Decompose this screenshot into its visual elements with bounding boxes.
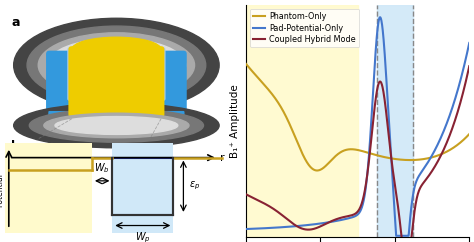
Phantom-Only bbox=[266, 89, 272, 91]
Phantom-Only bbox=[314, 169, 320, 172]
Pad-Potential-Only bbox=[393, 234, 399, 237]
Phantom-Only bbox=[466, 133, 472, 136]
Phantom-Only bbox=[421, 158, 427, 160]
Pad-Potential-Only bbox=[341, 218, 347, 221]
Coupled Hybrid Mode bbox=[341, 215, 347, 218]
Legend: Phantom-Only, Pad-Potential-Only, Coupled Hybrid Mode: Phantom-Only, Pad-Potential-Only, Couple… bbox=[250, 9, 359, 47]
Phantom-Only bbox=[243, 62, 249, 65]
Ellipse shape bbox=[29, 109, 203, 142]
Pad-Potential-Only bbox=[418, 172, 423, 175]
Ellipse shape bbox=[14, 103, 219, 148]
Ellipse shape bbox=[27, 26, 206, 104]
Phantom-Only bbox=[418, 158, 423, 161]
FancyBboxPatch shape bbox=[68, 46, 164, 118]
Ellipse shape bbox=[14, 18, 219, 112]
Text: a: a bbox=[11, 16, 20, 29]
Bar bbox=[377, 5, 413, 237]
Bar bbox=[246, 5, 357, 237]
Text: b: b bbox=[11, 140, 20, 153]
Coupled Hybrid Mode bbox=[243, 193, 249, 196]
Pad-Potential-Only bbox=[243, 227, 249, 230]
Pad-Potential-Only bbox=[422, 166, 428, 169]
Pad-Potential-Only bbox=[377, 16, 383, 19]
Text: c: c bbox=[212, 0, 220, 3]
Coupled Hybrid Mode bbox=[333, 218, 339, 221]
FancyBboxPatch shape bbox=[48, 111, 184, 129]
Coupled Hybrid Mode bbox=[266, 204, 272, 207]
Line: Coupled Hybrid Mode: Coupled Hybrid Mode bbox=[246, 66, 469, 242]
Phantom-Only bbox=[397, 158, 402, 161]
Coupled Hybrid Mode bbox=[421, 180, 427, 183]
Ellipse shape bbox=[72, 37, 161, 62]
Line: Phantom-Only: Phantom-Only bbox=[246, 64, 469, 171]
Phantom-Only bbox=[334, 154, 339, 157]
Ellipse shape bbox=[55, 117, 178, 134]
Pad-Potential-Only bbox=[397, 234, 402, 237]
Coupled Hybrid Mode bbox=[418, 186, 423, 189]
Y-axis label: B₁⁺ Amplitude: B₁⁺ Amplitude bbox=[230, 84, 240, 158]
FancyBboxPatch shape bbox=[67, 47, 165, 101]
Ellipse shape bbox=[47, 38, 186, 92]
Coupled Hybrid Mode bbox=[396, 215, 402, 218]
Ellipse shape bbox=[38, 33, 194, 98]
Pad-Potential-Only bbox=[266, 227, 272, 229]
FancyBboxPatch shape bbox=[46, 51, 187, 120]
Pad-Potential-Only bbox=[333, 219, 339, 222]
Line: Pad-Potential-Only: Pad-Potential-Only bbox=[246, 17, 469, 236]
Ellipse shape bbox=[44, 113, 189, 138]
Pad-Potential-Only bbox=[466, 42, 472, 45]
Coupled Hybrid Mode bbox=[466, 65, 472, 68]
Phantom-Only bbox=[342, 149, 347, 152]
